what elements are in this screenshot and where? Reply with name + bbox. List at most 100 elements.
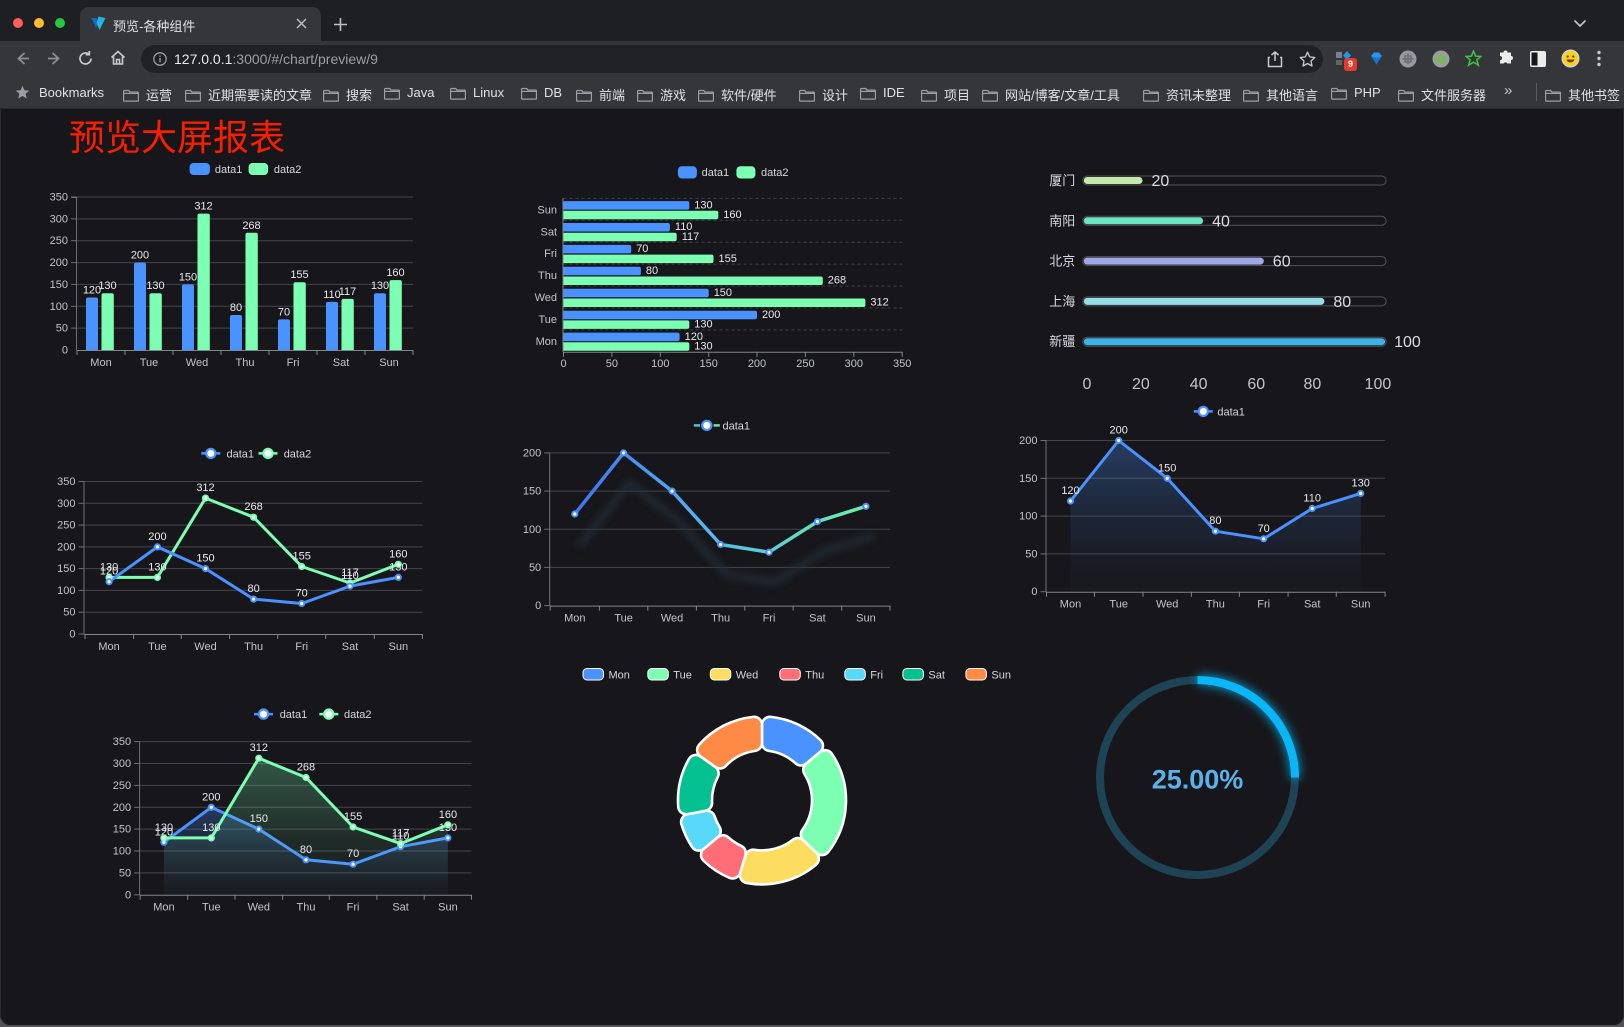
svg-text:Fri: Fri — [287, 357, 300, 369]
svg-text:上海: 上海 — [1049, 294, 1075, 309]
svg-text:117: 117 — [682, 231, 700, 243]
svg-text:150: 150 — [196, 553, 214, 565]
svg-text:0: 0 — [62, 345, 68, 357]
svg-text:110: 110 — [341, 570, 359, 582]
svg-text:25.00%: 25.00% — [1152, 765, 1244, 795]
svg-text:350: 350 — [893, 358, 911, 370]
svg-text:50: 50 — [606, 358, 618, 370]
svg-text:北京: 北京 — [1049, 254, 1075, 269]
svg-text:130: 130 — [146, 280, 164, 292]
svg-text:Sun: Sun — [856, 613, 876, 625]
svg-text:data1: data1 — [280, 709, 308, 721]
svg-text:200: 200 — [202, 791, 220, 803]
svg-text:Thu: Thu — [297, 902, 316, 914]
svg-text:data1: data1 — [215, 164, 243, 176]
svg-text:110: 110 — [675, 221, 693, 233]
svg-text:Sat: Sat — [928, 670, 945, 682]
svg-text:100: 100 — [1365, 376, 1392, 393]
svg-text:Tue: Tue — [202, 902, 221, 914]
svg-text:70: 70 — [636, 243, 648, 255]
svg-text:80: 80 — [247, 583, 259, 595]
svg-text:160: 160 — [386, 267, 404, 279]
svg-text:80: 80 — [1333, 294, 1351, 311]
svg-text:200: 200 — [748, 358, 766, 370]
svg-text:0: 0 — [125, 889, 131, 901]
svg-text:150: 150 — [179, 271, 197, 283]
svg-text:Sat: Sat — [1304, 599, 1321, 611]
svg-text:150: 150 — [714, 287, 732, 299]
svg-text:Fri: Fri — [295, 641, 308, 653]
svg-text:data1: data1 — [227, 448, 255, 460]
svg-text:Sat: Sat — [392, 902, 409, 914]
svg-text:155: 155 — [293, 551, 311, 563]
svg-text:100: 100 — [651, 358, 669, 370]
svg-text:Fri: Fri — [544, 248, 557, 260]
svg-text:150: 150 — [700, 358, 718, 370]
svg-text:130: 130 — [694, 319, 712, 331]
svg-text:Wed: Wed — [736, 670, 758, 682]
svg-text:厦门: 厦门 — [1049, 173, 1075, 188]
svg-text:Mon: Mon — [153, 902, 174, 914]
svg-text:Tue: Tue — [148, 641, 167, 653]
svg-text:130: 130 — [371, 280, 389, 292]
svg-text:200: 200 — [1110, 425, 1128, 437]
svg-text:data2: data2 — [274, 164, 302, 176]
svg-text:350: 350 — [113, 736, 131, 748]
svg-text:Thu: Thu — [244, 641, 263, 653]
svg-text:120: 120 — [83, 285, 101, 297]
svg-text:data2: data2 — [761, 167, 789, 179]
svg-text:160: 160 — [723, 209, 741, 221]
svg-text:0: 0 — [560, 358, 566, 370]
svg-text:350: 350 — [57, 476, 75, 488]
svg-text:Sun: Sun — [537, 204, 557, 216]
svg-text:268: 268 — [242, 220, 260, 232]
svg-text:130: 130 — [98, 280, 116, 292]
svg-text:Mon: Mon — [536, 336, 557, 348]
svg-text:200: 200 — [50, 257, 68, 269]
svg-text:130: 130 — [100, 561, 118, 573]
svg-text:120: 120 — [155, 826, 173, 838]
svg-text:117: 117 — [392, 828, 410, 840]
svg-text:Mon: Mon — [98, 641, 119, 653]
svg-text:150: 150 — [113, 824, 131, 836]
svg-text:70: 70 — [1258, 523, 1270, 535]
svg-text:200: 200 — [113, 802, 131, 814]
svg-text:80: 80 — [300, 844, 312, 856]
svg-text:Sat: Sat — [540, 226, 557, 238]
svg-text:Fri: Fri — [347, 902, 360, 914]
svg-text:200: 200 — [57, 541, 75, 553]
svg-text:50: 50 — [1025, 548, 1037, 560]
svg-text:80: 80 — [230, 302, 242, 314]
svg-text:50: 50 — [56, 323, 68, 335]
svg-text:130: 130 — [694, 199, 712, 211]
svg-text:Thu: Thu — [711, 613, 730, 625]
svg-text:Fri: Fri — [763, 613, 776, 625]
svg-text:312: 312 — [870, 297, 888, 309]
svg-text:70: 70 — [347, 848, 359, 860]
svg-text:110: 110 — [1303, 493, 1321, 505]
svg-text:Fri: Fri — [1257, 599, 1270, 611]
svg-text:60: 60 — [1273, 254, 1291, 271]
svg-text:268: 268 — [828, 275, 846, 287]
svg-text:Mon: Mon — [90, 357, 111, 369]
svg-text:南阳: 南阳 — [1049, 213, 1075, 228]
svg-text:Sun: Sun — [1351, 599, 1371, 611]
svg-text:80: 80 — [646, 265, 658, 277]
svg-text:0: 0 — [1031, 586, 1037, 598]
svg-text:Wed: Wed — [186, 357, 208, 369]
svg-text:155: 155 — [719, 253, 737, 265]
svg-text:50: 50 — [119, 867, 131, 879]
svg-text:70: 70 — [296, 588, 308, 600]
svg-text:120: 120 — [685, 331, 703, 343]
svg-text:300: 300 — [845, 358, 863, 370]
svg-text:268: 268 — [297, 762, 315, 774]
svg-text:0: 0 — [1082, 376, 1091, 393]
svg-text:100: 100 — [523, 524, 541, 536]
svg-text:data2: data2 — [344, 709, 372, 721]
svg-text:0: 0 — [69, 629, 75, 641]
svg-text:100: 100 — [113, 846, 131, 858]
svg-text:Thu: Thu — [805, 670, 824, 682]
svg-text:160: 160 — [439, 809, 457, 821]
svg-text:200: 200 — [762, 309, 780, 321]
svg-text:100: 100 — [57, 585, 75, 597]
